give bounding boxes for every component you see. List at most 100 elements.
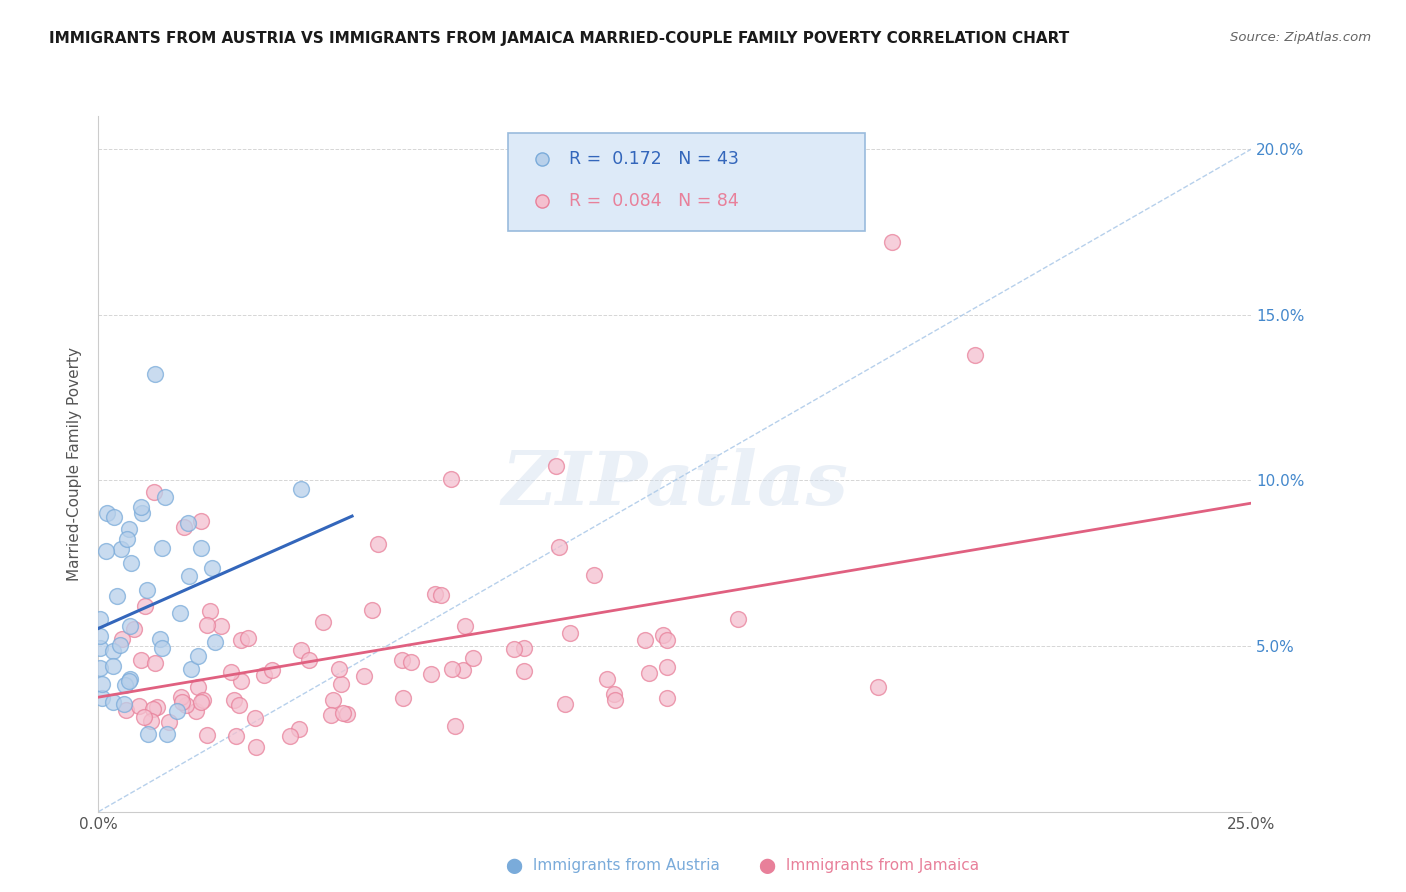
Point [187,648,209,663]
FancyBboxPatch shape [508,134,865,231]
Point [229,632,252,647]
Text: R =  0.084   N = 84: R = 0.084 N = 84 [569,192,738,210]
Point [225,729,247,743]
Text: ZIPatlas: ZIPatlas [502,449,848,521]
Point [399,655,422,669]
Point [129,653,152,667]
Point [332,706,354,720]
Point [118,673,141,688]
Point [159,714,181,729]
Point [101,659,124,673]
Point [193,692,215,706]
Point [170,690,193,705]
Point [96,544,118,558]
Point [253,668,276,682]
Text: IMMIGRANTS FROM AUSTRIA VS IMMIGRANTS FROM JAMAICA MARRIED-COUPLE FAMILY POVERTY: IMMIGRANTS FROM AUSTRIA VS IMMIGRANTS FR… [49,31,1070,46]
Point [136,726,159,740]
Point [513,641,536,656]
Point [131,506,153,520]
Point [336,707,359,722]
Point [90,677,112,691]
Point [605,692,627,706]
Point [245,739,267,754]
Point [110,638,132,652]
Point [430,588,453,602]
Point [103,695,125,709]
Point [89,629,111,643]
Point [391,653,413,667]
Point [558,625,581,640]
Point [173,520,195,534]
Point [190,514,212,528]
Point [290,482,312,496]
Point [134,599,156,613]
Point [152,640,174,655]
Point [198,604,221,618]
Point [319,708,342,723]
Point [655,660,678,674]
Point [190,695,212,709]
Point [657,690,679,705]
Point [229,673,252,688]
Point [868,680,890,694]
Point [114,678,136,692]
Point [278,730,301,744]
Point [444,719,467,733]
Point [554,698,576,712]
Point [115,703,138,717]
Point [103,509,125,524]
Text: ⬤  Immigrants from Jamaica: ⬤ Immigrants from Jamaica [759,858,980,873]
Point [128,698,150,713]
Point [440,472,463,486]
Point [186,681,208,695]
Point [423,587,446,601]
Point [727,612,749,626]
Point [117,532,139,546]
Point [328,662,350,676]
Point [150,541,173,556]
Point [655,633,678,648]
Point [330,677,353,691]
Point [298,652,321,666]
Point [105,589,128,603]
Point [136,582,159,597]
Point [118,619,141,633]
Point [103,644,125,658]
Point [880,235,903,249]
Point [142,701,165,715]
Point [145,700,167,714]
Point [201,560,224,574]
Point [544,458,567,473]
Point [89,612,111,626]
Point [441,662,464,676]
Point [287,722,309,736]
Point [367,537,389,551]
Point [502,641,524,656]
Point [634,632,657,647]
Point [219,665,242,679]
Point [149,632,172,646]
Point [169,606,191,620]
Point [89,661,111,675]
Point [312,615,335,629]
Point [143,484,166,499]
Point [145,656,167,670]
Point [110,541,132,556]
Text: ⬤  Immigrants from Austria: ⬤ Immigrants from Austria [506,858,720,873]
Text: R =  0.172   N = 43: R = 0.172 N = 43 [569,150,738,168]
Point [228,698,250,713]
Point [120,557,142,571]
Point [260,663,283,677]
Point [155,490,177,504]
Point [139,714,162,729]
Point [454,619,477,633]
Point [89,640,111,655]
Point [112,697,135,711]
Point [111,632,134,646]
Point [176,698,198,712]
Point [596,672,619,686]
Point [195,727,218,741]
Point [209,619,232,633]
Point [548,540,571,554]
Point [204,635,226,649]
